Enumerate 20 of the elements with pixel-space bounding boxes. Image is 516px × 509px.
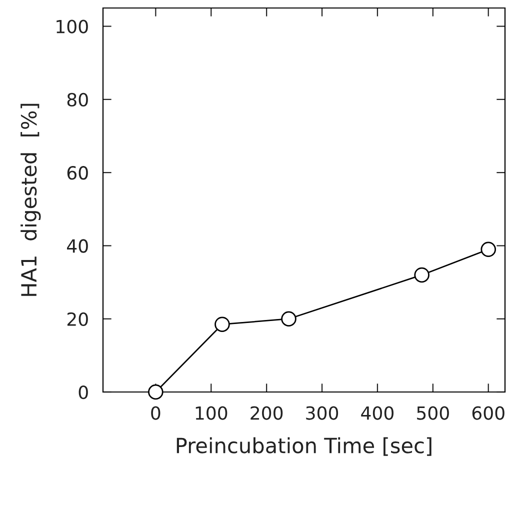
point [480,242,496,258]
x-tick-label: 200 [250,406,283,420]
x-tick-label: 100 [196,406,228,420]
y-tick-label: 40 [67,239,88,253]
point [414,267,430,283]
y-tick-label: 80 [67,92,88,107]
y-tick-label: 0 [78,385,88,400]
y-tick-label: 20 [67,312,88,326]
point [214,316,230,332]
x-tick-label: 0 [151,406,160,420]
x-axis-title: Preincubation Time [sec] [176,437,432,456]
y-tick-label: 100 [56,20,88,34]
y-axis-title: HA1 digested [%] [20,104,41,296]
x-tick-label: 400 [361,406,394,420]
x-tick-label: 600 [472,406,504,420]
y-tick-label: 60 [67,166,88,180]
point [281,311,296,326]
x-tick-label: 300 [306,406,338,420]
point [148,384,164,400]
x-tick-label: 500 [417,406,449,420]
